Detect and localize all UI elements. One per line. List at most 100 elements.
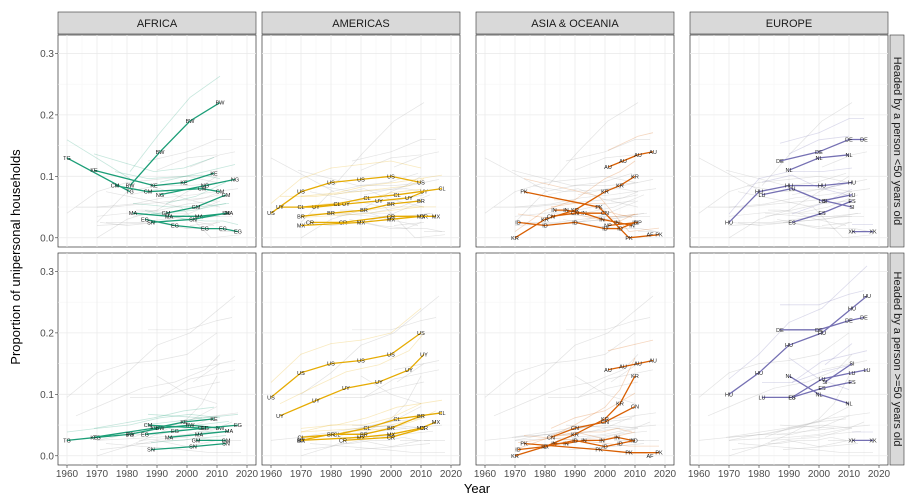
background-series-line <box>156 375 218 404</box>
column-strip-label: EUROPE <box>766 18 812 30</box>
background-series-line <box>547 424 639 435</box>
background-series-line <box>698 157 763 193</box>
background-series-line <box>547 102 639 186</box>
background-series-line <box>484 332 636 398</box>
x-tick-label: 2020 <box>654 469 677 480</box>
point-label-br: BR <box>327 211 335 217</box>
point-label-lu: LU <box>848 193 855 199</box>
point-label-cl: CL <box>297 205 304 211</box>
background-series-line <box>363 381 425 398</box>
point-label-us: US <box>387 352 395 358</box>
point-label-id: ID <box>602 445 608 451</box>
background-series-line <box>728 421 865 441</box>
panels-layer: AFRICA AMERICAS ASIA & OCEANIA EUROPE Headed… <box>40 11 905 480</box>
background-series-line <box>396 200 425 208</box>
background-series-line <box>707 354 853 417</box>
column-strip-label: AMERICAS <box>332 18 389 30</box>
x-tick-label: 2010 <box>838 469 861 480</box>
point-label-br: BR <box>417 414 425 420</box>
point-label-sn: SN <box>147 448 155 454</box>
background-series-line <box>148 317 233 331</box>
background-series-line <box>351 139 436 162</box>
series-line-br <box>300 200 422 217</box>
point-label-af: AF <box>646 233 654 239</box>
point-label-in: IN <box>629 224 635 230</box>
context-series-line <box>144 210 239 225</box>
point-label-id: ID <box>572 438 578 444</box>
background-series-line <box>484 157 549 193</box>
background-series-line <box>303 440 422 450</box>
point-label-hu: HU <box>848 181 856 187</box>
point-label-es: ES <box>848 380 856 386</box>
series-line-cr <box>310 215 424 224</box>
background-series-line <box>96 188 239 208</box>
background-series-line <box>192 363 221 383</box>
point-label-ma: MA <box>225 211 234 217</box>
point-label-hu: HU <box>863 294 871 300</box>
row-strip <box>889 252 905 466</box>
point-label-mx: MX <box>432 214 441 220</box>
x-tick-label: 1990 <box>146 469 169 480</box>
point-label-mx: MX <box>387 432 396 438</box>
point-label-br: BR <box>297 214 305 220</box>
point-label-cr: CR <box>339 438 347 444</box>
point-label-sn: SN <box>189 445 197 451</box>
series-line-kr <box>514 375 636 457</box>
series-line-us <box>270 332 422 398</box>
point-label-bw: BW <box>186 423 196 429</box>
context-series-line <box>728 265 868 380</box>
point-label-nl: NL <box>785 168 792 174</box>
point-label-lu: LU <box>788 187 795 193</box>
point-label-uy: UY <box>342 202 350 208</box>
point-label-eg: EG <box>141 432 149 438</box>
background-series-line <box>105 191 242 239</box>
context-series-line <box>550 392 636 429</box>
strip-europe <box>689 11 889 35</box>
point-label-nl: NL <box>815 392 822 398</box>
background-series-line <box>728 412 871 438</box>
background-series-line <box>514 200 636 217</box>
point-label-np: NP <box>634 220 642 226</box>
series-line-de <box>780 316 865 331</box>
background-series-line <box>764 212 819 217</box>
point-label-us: US <box>267 211 275 217</box>
background-series-line <box>768 209 847 226</box>
point-label-ma: MA <box>165 435 174 441</box>
x-tick-label: 2000 <box>594 469 617 480</box>
point-label-bw: BW <box>216 426 226 432</box>
point-label-cr: CR <box>387 214 395 220</box>
point-label-si: SI <box>849 362 855 368</box>
point-label-xk: XK <box>848 230 856 236</box>
background-series-line <box>514 412 657 438</box>
point-label-in: IN <box>581 211 587 217</box>
series-line-cm <box>147 424 203 429</box>
point-label-in: IN <box>551 208 557 214</box>
point-label-nl: NL <box>785 374 792 380</box>
point-label-es: ES <box>818 386 826 392</box>
context-series-line <box>300 188 422 208</box>
series-line-si <box>824 363 853 383</box>
background-series-line <box>270 157 335 193</box>
x-tick-label: 1960 <box>474 469 497 480</box>
context-series-line <box>150 203 227 215</box>
point-label-kr: KR <box>541 445 549 451</box>
background-series-line <box>725 169 847 186</box>
background-series-line <box>189 222 221 226</box>
point-label-lu: LU <box>758 193 765 199</box>
background-series-line <box>396 363 425 383</box>
series-line-kr <box>514 175 636 239</box>
column-strip-label: AFRICA <box>137 18 178 30</box>
context-series-line <box>514 160 636 232</box>
series-line-in <box>554 436 633 445</box>
background-series-line <box>484 433 549 441</box>
background-series-line <box>493 354 639 417</box>
context-series-line <box>788 135 850 155</box>
point-label-gm: GM <box>192 438 201 444</box>
background-series-line <box>363 179 440 196</box>
point-label-de: DE <box>776 328 784 334</box>
series-line-nl <box>788 375 850 405</box>
context-series-line <box>791 364 853 383</box>
point-label-mx: MX <box>432 420 441 426</box>
context-series-line <box>607 132 654 151</box>
